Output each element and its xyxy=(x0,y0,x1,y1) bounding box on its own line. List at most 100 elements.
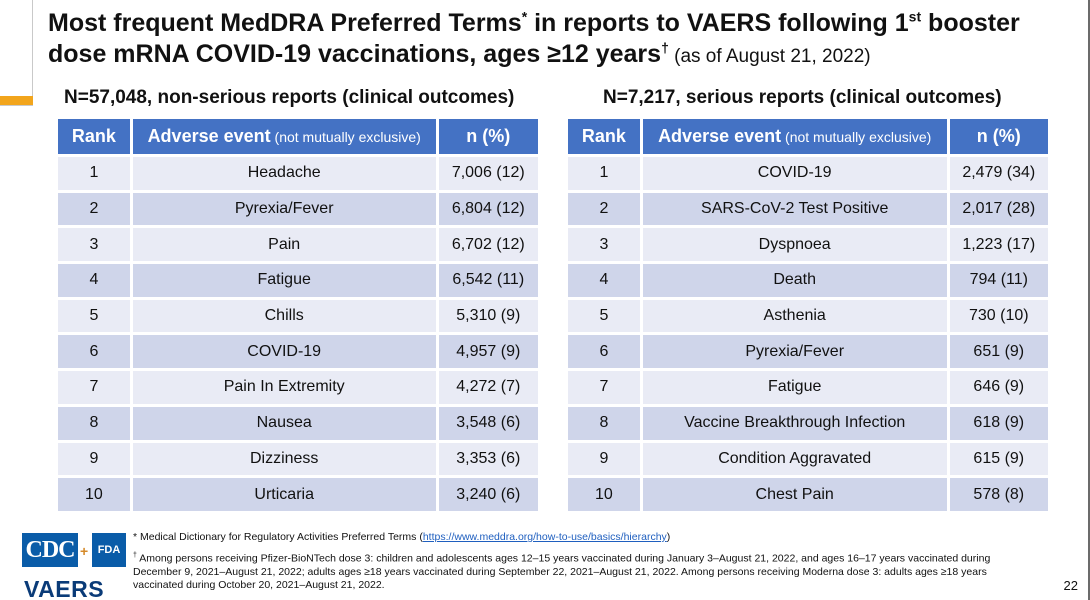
event-cell: Dizziness xyxy=(132,442,436,476)
table-row: 9 Condition Aggravated 615 (9) xyxy=(568,442,1048,476)
table-row: 7 Pain In Extremity 4,272 (7) xyxy=(58,371,538,404)
fda-logo: FDA xyxy=(92,533,126,567)
right-frame-edge xyxy=(1088,0,1090,600)
n-cell: 646 (9) xyxy=(949,371,1048,404)
rank-cell: 2 xyxy=(58,192,130,226)
table-row: 4 Death 794 (11) xyxy=(568,264,1048,297)
table-row: 3 Pain 6,702 (12) xyxy=(58,228,538,262)
event-cell: Condition Aggravated xyxy=(642,442,947,476)
n-cell: 618 (9) xyxy=(949,406,1048,440)
event-cell: COVID-19 xyxy=(642,157,947,190)
rank-header: Rank xyxy=(58,119,130,154)
rank-cell: 9 xyxy=(58,442,130,476)
rank-cell: 9 xyxy=(568,442,640,476)
left-accent-line xyxy=(0,105,33,106)
table-row: 9 Dizziness 3,353 (6) xyxy=(58,442,538,476)
rank-cell: 8 xyxy=(58,406,130,440)
event-cell: Headache xyxy=(132,157,436,190)
rank-cell: 7 xyxy=(58,371,130,404)
event-header-note: (not mutually exclusive) xyxy=(781,129,932,145)
title-date: (as of August 21, 2022) xyxy=(668,46,871,67)
n-cell: 730 (10) xyxy=(949,299,1048,333)
rank-cell: 10 xyxy=(58,478,130,511)
event-cell: COVID-19 xyxy=(132,335,436,369)
table-row: 8 Nausea 3,548 (6) xyxy=(58,406,538,440)
event-cell: SARS-CoV-2 Test Positive xyxy=(642,192,947,226)
table-row: 6 COVID-19 4,957 (9) xyxy=(58,335,538,369)
rank-cell: 6 xyxy=(568,335,640,369)
table-row: 2 SARS-CoV-2 Test Positive 2,017 (28) xyxy=(568,192,1048,226)
table-row: 2 Pyrexia/Fever 6,804 (12) xyxy=(58,192,538,226)
event-cell: Vaccine Breakthrough Infection xyxy=(642,406,947,440)
table-row: 5 Asthenia 730 (10) xyxy=(568,299,1048,333)
title-text: in reports to VAERS following 1 xyxy=(527,9,909,37)
footnote-text: ) xyxy=(666,531,671,543)
rank-cell: 10 xyxy=(568,478,640,511)
rank-cell: 8 xyxy=(568,406,640,440)
rank-cell: 3 xyxy=(568,228,640,262)
rank-cell: 6 xyxy=(58,335,130,369)
event-cell: Fatigue xyxy=(642,371,947,404)
left-divider xyxy=(0,0,33,96)
event-header-label: Adverse event xyxy=(147,126,271,146)
rank-cell: 1 xyxy=(58,157,130,190)
rank-cell: 5 xyxy=(568,299,640,333)
table-row: 10 Urticaria 3,240 (6) xyxy=(58,478,538,511)
n-cell: 4,272 (7) xyxy=(438,371,538,404)
n-cell: 3,548 (6) xyxy=(438,406,538,440)
title-superscript: † xyxy=(661,39,669,56)
table-row: 6 Pyrexia/Fever 651 (9) xyxy=(568,335,1048,369)
rank-cell: 1 xyxy=(568,157,640,190)
title-superscript: * xyxy=(521,8,528,25)
rank-cell: 4 xyxy=(58,264,130,297)
rank-cell: 2 xyxy=(568,192,640,226)
n-cell: 6,542 (11) xyxy=(438,264,538,297)
table-row: 1 COVID-19 2,479 (34) xyxy=(568,157,1048,190)
cdc-logo: CDC xyxy=(22,533,78,567)
n-cell: 651 (9) xyxy=(949,335,1048,369)
event-cell: Fatigue xyxy=(132,264,436,297)
agency-logos: CDC + FDA VAERS xyxy=(22,530,127,600)
meddra-link[interactable]: https://www.meddra.org/how-to-use/basics… xyxy=(422,531,667,543)
footnote-meddra: * Medical Dictionary for Regulatory Acti… xyxy=(133,531,1028,544)
event-cell: Urticaria xyxy=(132,478,436,511)
footnote-mark: † xyxy=(133,552,137,559)
n-cell: 2,017 (28) xyxy=(949,192,1048,226)
title-text: booster dose mRNA COVID-19 vaccinations,… xyxy=(48,9,1020,68)
orange-accent-bar xyxy=(0,96,33,106)
n-header: n (%) xyxy=(438,119,538,154)
event-cell: Chills xyxy=(132,299,436,333)
rank-header: Rank xyxy=(568,119,640,154)
n-cell: 4,957 (9) xyxy=(438,335,538,369)
footnote-mark: * xyxy=(133,531,138,543)
nonserious-subtitle: N=57,048, non-serious reports (clinical … xyxy=(64,87,515,108)
n-cell: 1,223 (17) xyxy=(949,228,1048,262)
n-cell: 6,804 (12) xyxy=(438,192,538,226)
event-header: Adverse event (not mutually exclusive) xyxy=(642,119,947,154)
serious-table: Rank Adverse event (not mutually exclusi… xyxy=(565,116,1051,514)
event-cell: Pyrexia/Fever xyxy=(642,335,947,369)
n-cell: 2,479 (34) xyxy=(949,157,1048,190)
n-cell: 6,702 (12) xyxy=(438,228,538,262)
table-row: 10 Chest Pain 578 (8) xyxy=(568,478,1048,511)
vaers-logo: VAERS xyxy=(24,576,105,600)
page-title: Most frequent MedDRA Preferred Terms* in… xyxy=(48,8,1068,72)
n-header: n (%) xyxy=(949,119,1048,154)
n-cell: 578 (8) xyxy=(949,478,1048,511)
event-cell: Dyspnoea xyxy=(642,228,947,262)
n-cell: 3,353 (6) xyxy=(438,442,538,476)
table-row: 7 Fatigue 646 (9) xyxy=(568,371,1048,404)
footnote-age-groups: † Among persons receiving Pfizer-BioNTec… xyxy=(133,549,1028,592)
page-number: 22 xyxy=(1063,578,1078,593)
table-row: 1 Headache 7,006 (12) xyxy=(58,157,538,190)
event-cell: Pain xyxy=(132,228,436,262)
footnote-text: Medical Dictionary for Regulatory Activi… xyxy=(137,531,423,543)
event-cell: Asthenia xyxy=(642,299,947,333)
table-row: 4 Fatigue 6,542 (11) xyxy=(58,264,538,297)
footnote-text: Among persons receiving Pfizer-BioNTech … xyxy=(133,552,991,591)
event-cell: Pain In Extremity xyxy=(132,371,436,404)
rank-cell: 5 xyxy=(58,299,130,333)
title-superscript: st xyxy=(908,8,922,25)
event-cell: Chest Pain xyxy=(642,478,947,511)
